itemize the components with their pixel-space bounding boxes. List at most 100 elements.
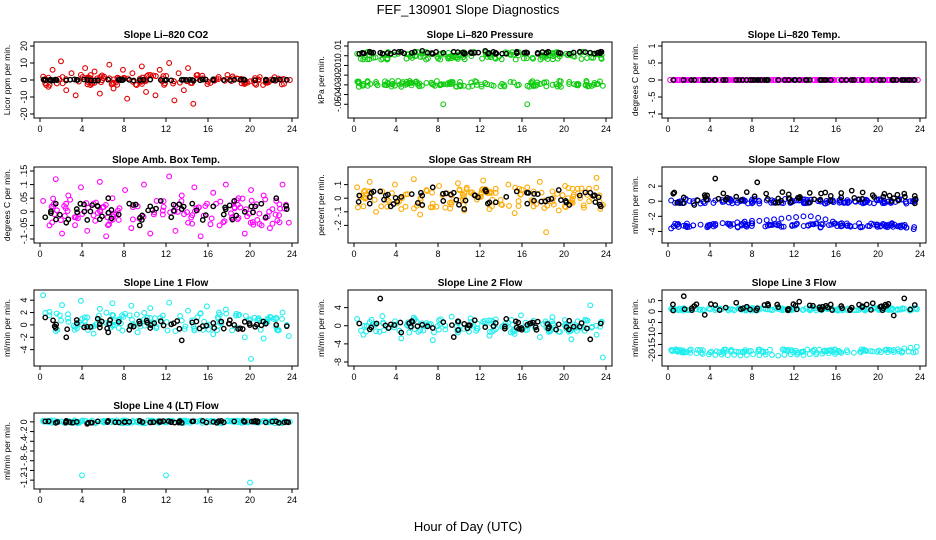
data-point [106, 320, 113, 327]
data-point [829, 307, 836, 313]
data-point [378, 203, 385, 210]
x-tick-label: 20 [245, 249, 255, 259]
data-point [96, 216, 103, 223]
data-point [506, 202, 512, 209]
x-tick-label: 16 [517, 249, 527, 259]
data-point [42, 314, 49, 321]
data-point [105, 76, 112, 83]
data-point [486, 206, 493, 213]
panel-title: Slope Li–820 Temp. [748, 30, 841, 41]
data-point [65, 192, 72, 199]
data-point [536, 178, 543, 185]
data-point [549, 81, 556, 88]
data-point [235, 312, 242, 318]
data-point [534, 318, 541, 325]
data-point [465, 83, 472, 90]
data-point [150, 72, 157, 79]
data-point [806, 305, 813, 312]
data-point [691, 77, 698, 83]
data-point [722, 196, 729, 203]
data-point [490, 82, 497, 89]
data-point [258, 200, 265, 207]
data-point [262, 320, 269, 327]
data-point [530, 188, 537, 195]
data-point [881, 190, 888, 197]
data-point [866, 223, 873, 230]
data-point [768, 352, 775, 358]
data-point [529, 54, 536, 61]
data-point [84, 323, 91, 330]
data-point [550, 320, 556, 327]
y-tick-label: 0 [333, 323, 343, 328]
data-point [467, 189, 474, 196]
data-point [132, 201, 139, 208]
data-point [486, 199, 493, 206]
data-point [105, 417, 112, 424]
y-tick-label: -2 [19, 333, 29, 341]
data-point [241, 334, 248, 341]
data-point [269, 220, 276, 227]
data-point [417, 327, 424, 334]
data-point [197, 77, 204, 84]
data-point [166, 299, 173, 306]
data-point [775, 77, 782, 83]
data-point [273, 324, 280, 331]
x-tick-label: 12 [161, 124, 171, 134]
data-point [204, 200, 210, 207]
data-point [816, 346, 823, 353]
data-point [456, 201, 462, 208]
data-point [229, 327, 236, 334]
data-point [796, 195, 803, 202]
data-point [408, 49, 415, 56]
y-tick-label: -1 [647, 110, 657, 118]
data-point [280, 76, 287, 82]
data-point [890, 223, 896, 230]
data-point [672, 220, 679, 227]
data-point [376, 328, 383, 335]
data-point [64, 326, 71, 333]
data-point [136, 320, 143, 327]
data-point [813, 220, 820, 227]
data-point [578, 185, 585, 192]
data-point [734, 219, 741, 226]
data-point [704, 222, 711, 229]
data-point [754, 305, 761, 312]
data-point [574, 80, 581, 87]
series-2 [42, 314, 290, 344]
data-point [256, 210, 263, 217]
data-point [730, 77, 737, 83]
data-point [419, 321, 426, 328]
data-point [210, 418, 217, 425]
data-point [587, 49, 594, 56]
data-point [429, 189, 436, 196]
data-point [398, 193, 405, 200]
panel-6: Slope Sample Flow ml/min per min. 0 4 8 12 16 2… [630, 155, 927, 259]
data-point [764, 77, 771, 83]
data-point [559, 192, 566, 199]
data-point [147, 305, 154, 312]
data-point [168, 418, 175, 425]
data-point [589, 323, 595, 330]
data-point [202, 212, 209, 219]
data-point [482, 187, 489, 193]
data-point [252, 77, 259, 84]
data-point [670, 307, 677, 314]
data-point [876, 347, 882, 354]
data-point [59, 302, 65, 309]
data-point [461, 206, 468, 212]
data-point [189, 418, 196, 425]
data-point [272, 211, 279, 218]
data-point [880, 77, 887, 83]
data-point [442, 204, 449, 211]
data-point [178, 419, 185, 426]
data-point [517, 312, 524, 319]
data-point [113, 210, 120, 217]
data-point [582, 189, 589, 196]
y-tick-label: .15 [19, 165, 29, 178]
data-point [115, 318, 122, 325]
data-point [279, 181, 286, 188]
data-point [764, 300, 771, 307]
data-point [73, 320, 80, 327]
y-tick-label: -.01 [333, 58, 343, 74]
data-point [712, 302, 719, 308]
